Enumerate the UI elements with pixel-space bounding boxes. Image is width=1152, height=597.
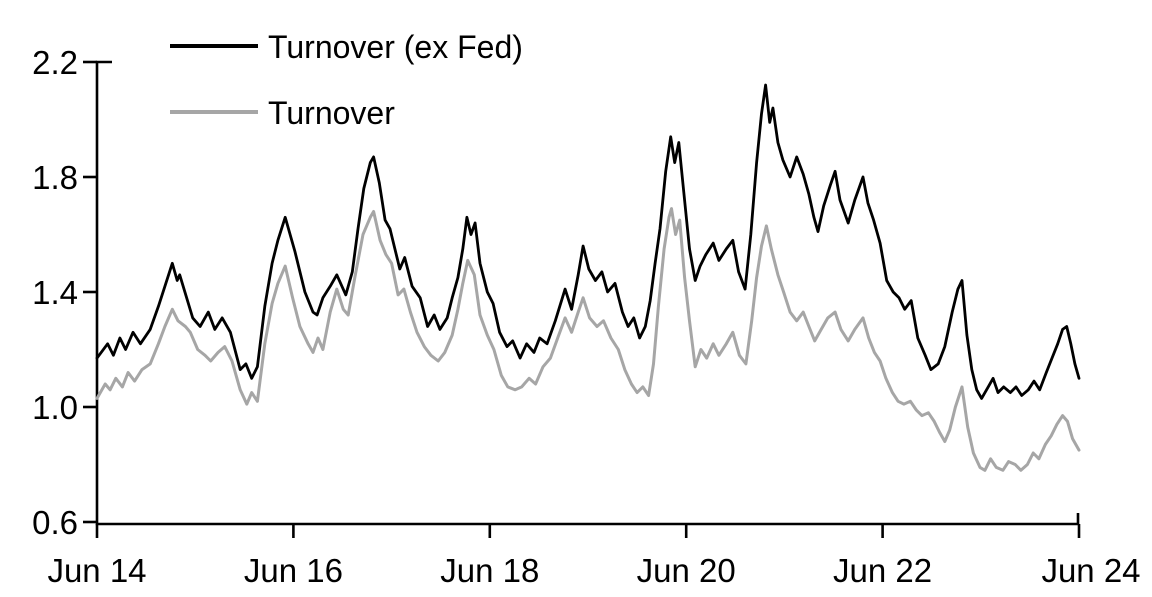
axis-frame xyxy=(95,60,1080,526)
y-tick-label: 0.6 xyxy=(32,504,78,541)
legend-item-turnover-ex-fed: Turnover (ex Fed) xyxy=(170,29,523,65)
legend-label-turnover-ex-fed: Turnover (ex Fed) xyxy=(268,29,523,65)
x-axis-ticks: Jun 14 Jun 16 Jun 18 Jun 20 Jun 22 Jun 24 xyxy=(47,524,1141,589)
y-tick-label: 1.4 xyxy=(32,274,78,311)
legend-label-turnover: Turnover xyxy=(268,95,395,131)
y-tick-label: 2.2 xyxy=(32,44,78,81)
y-tick-label: 1.8 xyxy=(32,159,78,196)
x-tick-label: Jun 20 xyxy=(637,552,736,589)
x-tick-label: Jun 16 xyxy=(244,552,343,589)
turnover-line xyxy=(95,207,1081,472)
y-tick-label: 1.0 xyxy=(32,389,78,426)
x-tick-label: Jun 22 xyxy=(833,552,932,589)
x-tick-label: Jun 24 xyxy=(1041,552,1140,589)
x-tick-label: Jun 18 xyxy=(440,552,539,589)
turnover-ex-fed-line xyxy=(95,83,1081,400)
legend: Turnover (ex Fed) Turnover xyxy=(170,29,523,131)
x-tick-label: Jun 14 xyxy=(47,552,146,589)
legend-item-turnover: Turnover xyxy=(170,95,395,131)
y-axis-ticks: 2.2 1.8 1.4 1.0 0.6 xyxy=(32,44,97,541)
